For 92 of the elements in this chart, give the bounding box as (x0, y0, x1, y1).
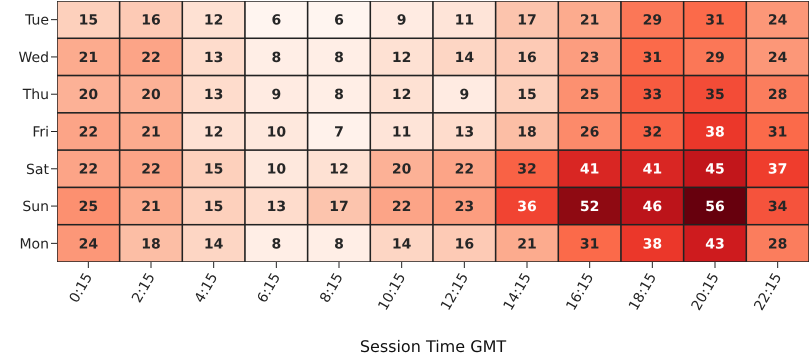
data-label: 24 (78, 236, 98, 252)
data-label: 22 (141, 162, 161, 178)
data-label: 13 (266, 198, 286, 215)
data-label: 13 (204, 87, 224, 104)
data-label: 8 (271, 50, 282, 66)
data-label: 35 (705, 87, 725, 104)
data-label: 18 (517, 124, 537, 140)
data-label: 29 (705, 50, 725, 66)
data-label: 20 (141, 87, 161, 104)
data-label: 14 (454, 50, 474, 66)
data-label: 8 (334, 236, 344, 252)
data-label: 21 (141, 124, 161, 140)
data-label: 13 (454, 124, 474, 140)
data-label: 38 (642, 236, 662, 252)
data-label: 24 (768, 50, 788, 66)
data-label: 12 (392, 50, 412, 66)
y-tick-label: Tue (24, 12, 49, 29)
data-label: 36 (517, 198, 537, 215)
data-label: 13 (204, 50, 224, 66)
y-tick-label: Mon (19, 236, 49, 252)
data-label: 38 (705, 124, 725, 140)
data-label: 8 (334, 50, 344, 66)
data-label: 21 (78, 50, 98, 66)
data-label: 32 (642, 124, 662, 140)
data-label: 11 (392, 124, 412, 140)
data-label: 23 (580, 50, 600, 66)
data-label: 29 (642, 12, 662, 29)
data-label: 33 (642, 87, 662, 104)
data-label: 43 (705, 236, 725, 252)
data-label: 31 (768, 124, 788, 140)
x-axis-title: Session Time GMT (360, 337, 506, 356)
y-tick-label: Sun (22, 199, 49, 216)
data-label: 16 (141, 12, 161, 29)
data-label: 37 (768, 162, 788, 178)
data-label: 7 (334, 124, 344, 140)
data-label: 21 (141, 198, 161, 215)
data-label: 16 (454, 236, 474, 252)
y-tick-label: Wed (18, 50, 49, 66)
data-label: 10 (266, 162, 286, 178)
data-label: 15 (204, 198, 224, 215)
data-label: 12 (392, 87, 412, 104)
data-label: 9 (271, 87, 282, 104)
data-label: 14 (204, 236, 224, 252)
data-label: 10 (266, 124, 286, 140)
data-label: 41 (642, 162, 662, 178)
data-label: 6 (334, 12, 344, 29)
data-label: 15 (517, 87, 537, 104)
data-label: 45 (705, 162, 725, 178)
data-label: 25 (78, 198, 98, 215)
data-label: 32 (517, 162, 537, 178)
data-label: 17 (329, 198, 349, 215)
data-label: 9 (396, 12, 407, 29)
data-label: 22 (141, 50, 161, 66)
data-label: 6 (271, 12, 282, 29)
data-label: 56 (705, 198, 725, 215)
data-label: 25 (580, 87, 600, 104)
data-label: 46 (642, 198, 662, 215)
data-label: 12 (204, 12, 224, 29)
data-label: 12 (204, 124, 224, 140)
data-label: 31 (580, 236, 600, 252)
y-tick-label: Sat (26, 162, 50, 178)
data-label: 12 (329, 162, 349, 178)
data-label: 15 (204, 162, 224, 178)
data-label: 20 (78, 87, 98, 104)
data-label: 16 (517, 50, 537, 66)
data-label: 22 (454, 162, 474, 178)
data-label: 21 (517, 236, 537, 252)
data-label: 8 (271, 236, 282, 252)
data-label: 26 (580, 124, 600, 140)
data-label: 22 (78, 124, 98, 140)
data-label: 15 (78, 12, 98, 29)
data-label: 52 (580, 198, 600, 215)
data-label: 21 (580, 12, 600, 29)
data-label: 28 (768, 236, 788, 252)
data-label: 28 (768, 87, 788, 104)
data-label: 11 (454, 12, 474, 29)
data-label: 9 (459, 87, 470, 104)
data-label: 17 (517, 12, 537, 29)
data-label: 22 (392, 198, 412, 215)
data-label: 34 (768, 198, 788, 215)
data-label: 24 (768, 12, 788, 29)
data-label: 14 (392, 236, 412, 252)
data-label: 22 (78, 162, 98, 178)
data-label: 23 (454, 198, 474, 215)
y-tick-label: Thu (22, 87, 49, 104)
data-label: 41 (580, 162, 600, 178)
data-label: 31 (642, 50, 662, 66)
data-label: 8 (334, 87, 344, 104)
y-tick-label: Fri (32, 124, 49, 140)
data-label: 18 (141, 236, 161, 252)
data-label: 31 (705, 12, 725, 29)
data-label: 20 (392, 162, 412, 178)
